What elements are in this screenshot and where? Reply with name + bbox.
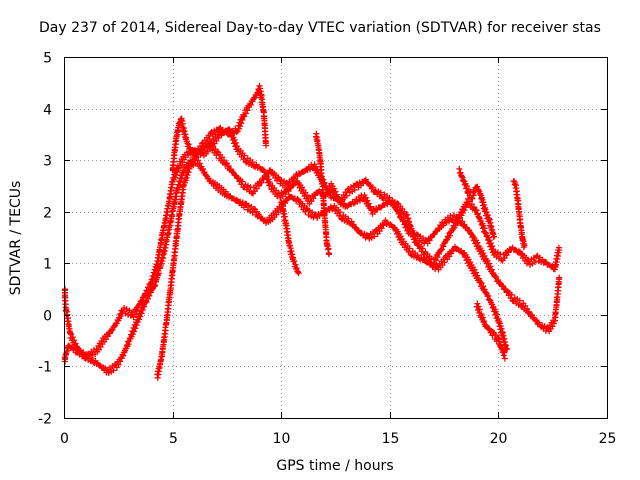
data-point-markers	[313, 130, 332, 258]
y-tick-label: -2	[38, 412, 52, 428]
data-point-markers	[456, 165, 498, 240]
y-tick-label: 5	[43, 51, 52, 67]
data-point-markers	[510, 178, 528, 251]
x-axis-label: GPS time / hours	[276, 458, 393, 474]
x-tick-labels: 0 5 10 15 20 25	[60, 431, 616, 447]
series-track-6	[313, 130, 332, 258]
y-tick-label: 0	[43, 309, 52, 325]
x-tick-label: 25	[599, 431, 617, 447]
series-track-9	[456, 165, 498, 240]
data-point-markers	[62, 140, 563, 376]
plot-frame	[64, 57, 608, 419]
series-track-7	[473, 300, 508, 362]
y-axis-label: SDTVAR / TECUs	[8, 181, 24, 296]
data-point-markers	[278, 199, 302, 277]
y-tick-label: 3	[43, 154, 52, 170]
y-tick-label: 2	[43, 206, 52, 222]
chart-title: Day 237 of 2014, Sidereal Day-to-day VTE…	[39, 20, 601, 36]
grid-lines	[64, 57, 607, 418]
data-points	[62, 82, 563, 381]
series-track-2	[62, 140, 563, 376]
data-point-markers	[473, 300, 508, 362]
data-point-markers	[169, 82, 269, 174]
y-tick-label: 1	[43, 257, 52, 273]
series-track-4	[169, 82, 269, 174]
x-tick-label: 10	[273, 431, 291, 447]
y-tick-label: -1	[38, 360, 52, 376]
x-tick-label: 5	[169, 431, 178, 447]
series-track-5	[278, 199, 302, 277]
y-tick-labels: -2 -1 0 1 2 3 4 5	[38, 51, 52, 428]
x-tick-label: 20	[490, 431, 508, 447]
axis-ticks	[64, 57, 608, 419]
y-tick-label: 4	[43, 103, 52, 119]
data-point-markers	[154, 154, 511, 381]
x-tick-label: 15	[382, 431, 400, 447]
series-track-3	[154, 154, 511, 381]
x-tick-label: 0	[60, 431, 69, 447]
series-track-8	[510, 178, 528, 251]
